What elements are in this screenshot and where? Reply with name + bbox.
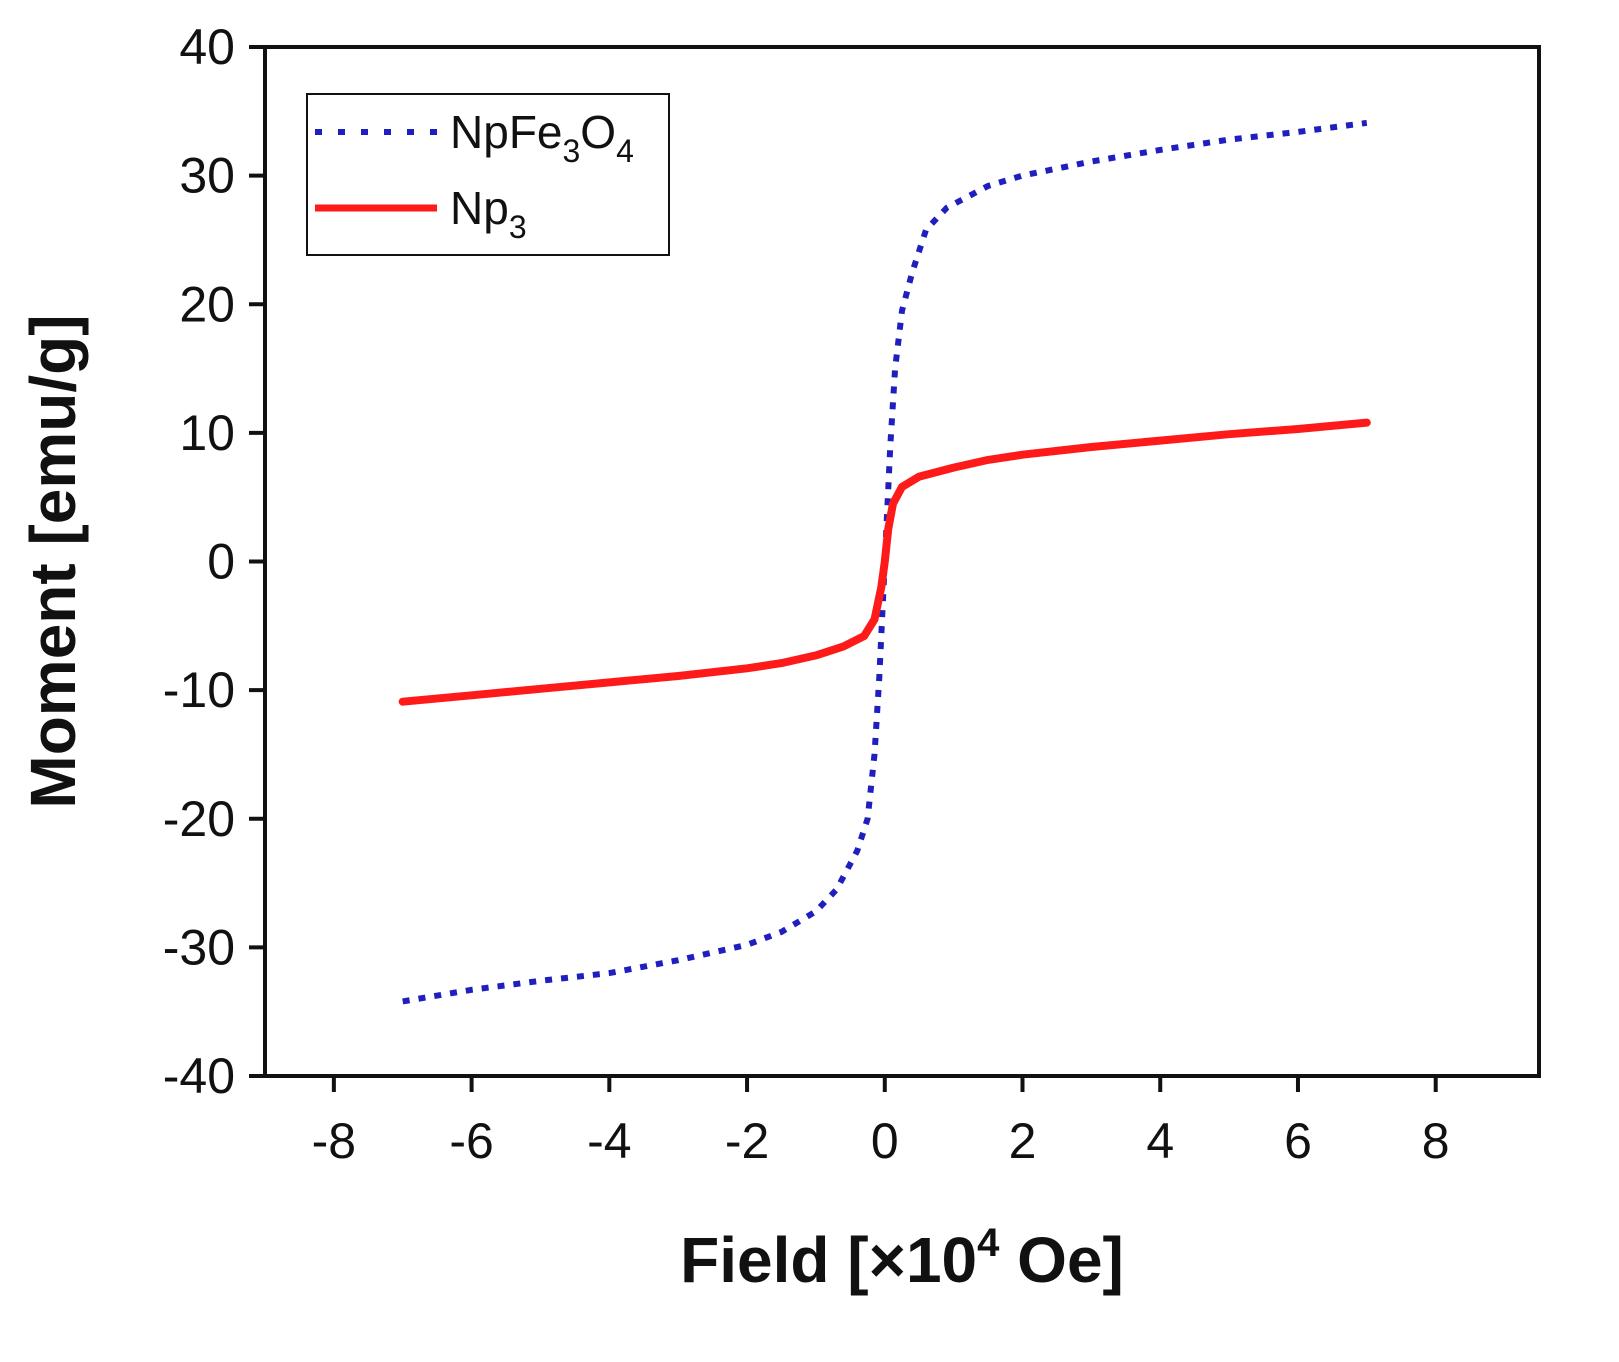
x-tick-label: 2 xyxy=(1009,1113,1037,1169)
y-tick-label: 30 xyxy=(179,148,235,204)
x-tick-label: -6 xyxy=(449,1113,493,1169)
legend-label: NpFe3O4 xyxy=(450,106,634,169)
x-tick-label: -4 xyxy=(587,1113,631,1169)
x-axis-title: Field [×104 Oe] xyxy=(680,1221,1124,1296)
legend-box xyxy=(306,93,670,256)
series-layer xyxy=(398,119,1371,1005)
x-tick-label: 8 xyxy=(1422,1113,1450,1169)
x-tick-label: 4 xyxy=(1146,1113,1174,1169)
x-tick-label: 0 xyxy=(871,1113,899,1169)
x-tick-label: -2 xyxy=(725,1113,769,1169)
y-tick-label: -30 xyxy=(163,919,235,975)
y-tick-label: -20 xyxy=(163,791,235,847)
series-line-1 xyxy=(398,418,1371,706)
y-tick-label: -10 xyxy=(163,662,235,718)
y-axis: -40 -30 -20 -10 0 10 20 30 40 xyxy=(163,19,265,1104)
y-tick-label: -40 xyxy=(163,1048,235,1104)
y-tick-label: 0 xyxy=(207,534,235,590)
x-tick-label: -8 xyxy=(312,1113,356,1169)
y-tick-label: 10 xyxy=(179,405,235,461)
y-tick-label: 20 xyxy=(179,276,235,332)
y-axis-title: Moment [emu/g] xyxy=(17,314,89,808)
x-axis: -8 -6 -4 -2 0 2 4 6 8 xyxy=(312,1076,1450,1169)
y-tick-label: 40 xyxy=(179,19,235,75)
x-tick-label: 6 xyxy=(1284,1113,1312,1169)
legend-label: Np3 xyxy=(450,182,527,245)
x-axis-title-exponent: 4 xyxy=(977,1221,1000,1265)
legend: NpFe3O4 Np3 xyxy=(306,93,670,256)
